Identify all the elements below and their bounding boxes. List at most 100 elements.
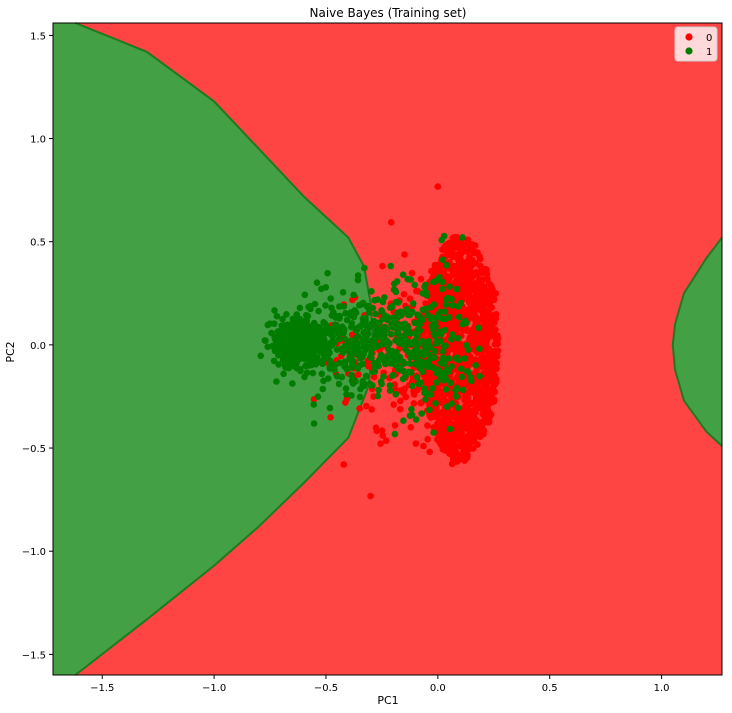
point-class-1 bbox=[435, 310, 443, 318]
point-class-0 bbox=[466, 334, 474, 341]
point-class-1 bbox=[331, 366, 338, 374]
point-class-0 bbox=[492, 326, 499, 334]
point-class-1 bbox=[334, 326, 341, 334]
point-class-0 bbox=[368, 406, 376, 413]
region-class-1-right bbox=[672, 237, 722, 446]
point-class-1 bbox=[439, 285, 446, 293]
point-class-1 bbox=[271, 344, 278, 351]
point-class-1 bbox=[416, 321, 423, 329]
x-tick-label: 0.5 bbox=[542, 683, 558, 694]
point-class-0 bbox=[479, 304, 487, 311]
point-class-1 bbox=[371, 297, 378, 304]
point-class-0 bbox=[430, 424, 438, 431]
point-class-0 bbox=[465, 418, 473, 426]
point-class-1 bbox=[454, 404, 462, 412]
point-class-1 bbox=[429, 316, 437, 324]
point-class-1 bbox=[442, 301, 450, 308]
point-class-0 bbox=[343, 395, 351, 403]
point-class-1 bbox=[432, 379, 440, 386]
point-class-1 bbox=[329, 337, 337, 345]
point-class-0 bbox=[426, 448, 434, 456]
point-class-1 bbox=[310, 420, 318, 427]
point-class-1 bbox=[357, 323, 364, 330]
point-class-0 bbox=[474, 441, 481, 448]
point-class-1 bbox=[364, 326, 371, 333]
point-class-1 bbox=[437, 328, 444, 336]
point-class-0 bbox=[490, 295, 498, 303]
point-class-1 bbox=[383, 337, 390, 344]
point-class-1 bbox=[400, 360, 408, 367]
point-class-1 bbox=[279, 315, 286, 323]
point-class-1 bbox=[374, 392, 382, 400]
point-class-1 bbox=[448, 295, 455, 303]
point-class-0 bbox=[453, 269, 460, 277]
point-class-0 bbox=[488, 365, 496, 372]
point-class-0 bbox=[444, 440, 452, 448]
point-class-1 bbox=[361, 264, 368, 272]
point-class-1 bbox=[299, 346, 307, 354]
point-class-1 bbox=[280, 370, 287, 378]
point-class-0 bbox=[411, 388, 418, 396]
point-class-1 bbox=[430, 278, 437, 286]
point-class-1 bbox=[342, 385, 350, 392]
x-axis-ticks: −1.5 −1.0 −0.5 0.0 0.5 1.0 bbox=[90, 675, 670, 694]
point-class-0 bbox=[408, 269, 416, 277]
point-class-1 bbox=[327, 295, 335, 302]
point-class-1 bbox=[348, 340, 355, 348]
point-class-1 bbox=[301, 373, 308, 381]
point-class-0 bbox=[452, 422, 459, 429]
point-class-0 bbox=[400, 291, 408, 298]
point-class-1 bbox=[475, 324, 483, 332]
point-class-1 bbox=[438, 236, 446, 244]
point-class-1 bbox=[440, 342, 448, 350]
point-class-1 bbox=[420, 352, 427, 359]
point-class-1 bbox=[343, 391, 350, 398]
point-class-1 bbox=[393, 330, 401, 337]
point-class-1 bbox=[317, 349, 325, 356]
point-class-1 bbox=[401, 320, 409, 328]
point-class-0 bbox=[476, 316, 484, 323]
point-class-0 bbox=[487, 330, 494, 337]
point-class-0 bbox=[433, 261, 441, 269]
point-class-1 bbox=[340, 347, 348, 355]
point-class-0 bbox=[443, 249, 451, 257]
point-class-1 bbox=[349, 346, 357, 354]
point-class-1 bbox=[271, 307, 278, 314]
point-class-1 bbox=[306, 303, 314, 310]
point-class-1 bbox=[436, 274, 443, 281]
point-class-0 bbox=[468, 262, 475, 269]
point-class-1 bbox=[433, 338, 440, 345]
point-class-1 bbox=[418, 410, 426, 417]
point-class-0 bbox=[476, 433, 483, 440]
point-class-1 bbox=[360, 380, 368, 388]
point-class-1 bbox=[355, 345, 362, 353]
point-class-1 bbox=[419, 290, 427, 297]
point-class-1 bbox=[333, 372, 341, 380]
point-class-0 bbox=[428, 267, 435, 275]
point-class-0 bbox=[484, 385, 491, 393]
point-class-1 bbox=[273, 378, 280, 385]
point-class-1 bbox=[293, 311, 301, 318]
point-class-0 bbox=[367, 492, 374, 500]
point-class-0 bbox=[461, 279, 469, 287]
point-class-0 bbox=[435, 416, 443, 424]
point-class-0 bbox=[484, 275, 491, 283]
point-class-0 bbox=[424, 436, 432, 443]
point-class-0 bbox=[462, 392, 469, 400]
point-class-1 bbox=[324, 269, 331, 277]
point-class-1 bbox=[315, 307, 322, 315]
point-class-0 bbox=[364, 362, 372, 370]
point-class-1 bbox=[319, 337, 326, 345]
point-class-1 bbox=[339, 289, 347, 296]
point-class-0 bbox=[429, 411, 437, 418]
point-class-1 bbox=[348, 392, 355, 399]
point-class-0 bbox=[435, 386, 443, 394]
point-class-1 bbox=[409, 308, 416, 316]
point-class-1 bbox=[349, 359, 356, 367]
point-class-1 bbox=[326, 349, 333, 357]
point-class-0 bbox=[370, 373, 378, 381]
chart-title: Naive Bayes (Training set) bbox=[310, 6, 467, 20]
point-class-0 bbox=[439, 408, 447, 416]
point-class-1 bbox=[449, 302, 456, 309]
point-class-0 bbox=[490, 356, 497, 364]
